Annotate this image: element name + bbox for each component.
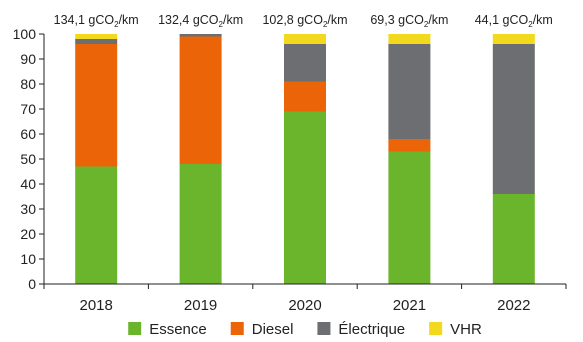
x-axis: 2018 2019 2020 2021 2022 [43,283,567,314]
bar-segment-diesel-2019 [179,36,222,164]
bar-segment-lectrique-2022 [492,44,535,194]
legend: Essence Diesel Électrique VHR [128,321,482,338]
bar-segment-essence-2022 [492,194,535,284]
y-axis: 0 10 20 30 40 50 60 70 80 90 100 [13,26,45,292]
bar-segment-lectrique-2020 [284,44,326,82]
bar-segment-vhr-2020 [284,34,326,44]
x-tick-label-2022: 2022 [497,297,530,314]
legend-label-lectrique: Électrique [338,321,405,338]
y-tick-label: 0 [28,276,36,292]
annotation-2019: 132,4 gCO2/km [158,13,243,29]
bar-segment-vhr-2022 [492,34,535,44]
x-tick-label-2019: 2019 [184,297,217,314]
y-tick-label: 100 [13,26,37,42]
bar-segment-vhr-2021 [388,34,431,44]
bar-annotations: 134,1 gCO2/km 132,4 gCO2/km 102,8 gCO2/km 6… [54,13,553,29]
x-tick-label-2018: 2018 [80,297,113,314]
legend-label-essence: Essence [149,321,207,338]
bar-segment-essence-2018 [75,166,118,284]
bar-segment-diesel-2018 [75,44,118,167]
annotation-2020: 102,8 gCO2/km [262,13,347,29]
y-tick-label: 90 [20,51,36,67]
legend-swatch-diesel [230,322,244,335]
y-tick-label: 40 [20,176,36,192]
y-tick-label: 30 [20,201,36,217]
bar-segment-lectrique-2019 [179,34,222,37]
y-tick-label: 70 [20,101,36,117]
bar-segment-essence-2021 [388,151,431,284]
bar-segment-vhr-2018 [75,34,118,39]
y-tick-label: 60 [20,126,36,142]
bar-segment-lectrique-2021 [388,44,431,139]
x-tick-label-2020: 2020 [288,297,321,314]
bar-segment-diesel-2020 [284,81,326,112]
annotation-2021: 69,3 gCO2/km [370,13,448,29]
annotation-2022: 44,1 gCO2/km [475,13,553,29]
bar-segment-essence-2019 [179,164,222,284]
bar-segment-lectrique-2018 [75,39,118,44]
legend-swatch-vhr [429,322,443,335]
legend-label-vhr: VHR [450,321,482,338]
bar-segment-diesel-2021 [388,139,431,152]
x-tick-label-2021: 2021 [393,297,426,314]
legend-swatch-essence [128,322,142,335]
bar-segment-essence-2020 [284,111,326,284]
legend-swatch-lectrique [317,322,331,335]
legend-label-diesel: Diesel [252,321,294,338]
y-tick-label: 20 [20,226,36,242]
y-tick-label: 80 [20,76,36,92]
y-tick-label: 10 [20,251,36,267]
annotation-2018: 134,1 gCO2/km [54,13,139,29]
y-tick-label: 50 [20,151,36,167]
bars [75,34,535,284]
